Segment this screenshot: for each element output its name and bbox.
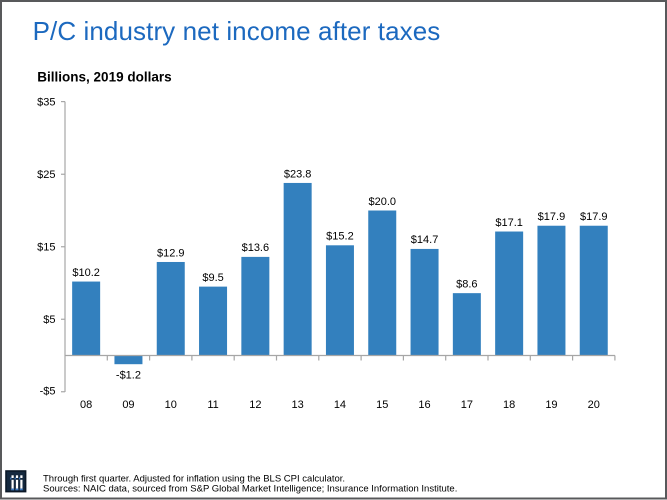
svg-text:$14.7: $14.7 [411, 234, 439, 246]
svg-text:$35: $35 [37, 97, 55, 109]
svg-text:$25: $25 [37, 169, 55, 181]
svg-text:$23.8: $23.8 [284, 168, 312, 180]
svg-text:18: 18 [503, 399, 515, 411]
svg-text:$17.1: $17.1 [495, 217, 523, 229]
svg-text:10: 10 [165, 399, 177, 411]
svg-text:$15: $15 [37, 242, 55, 254]
svg-text:$20.0: $20.0 [368, 196, 396, 208]
svg-text:12: 12 [249, 399, 261, 411]
svg-text:$17.9: $17.9 [538, 211, 566, 223]
svg-text:P/C industry net income after: P/C industry net income after taxes [33, 16, 441, 46]
svg-text:09: 09 [122, 399, 134, 411]
svg-text:$13.6: $13.6 [242, 242, 270, 254]
svg-text:Sources: NAIC data, sourced fr: Sources: NAIC data, sourced from S&P Glo… [43, 484, 457, 495]
svg-text:$9.5: $9.5 [202, 272, 223, 284]
svg-text:$17.9: $17.9 [580, 211, 608, 223]
svg-text:-$5: -$5 [40, 386, 56, 398]
svg-text:17: 17 [461, 399, 473, 411]
svg-text:-$1.2: -$1.2 [116, 370, 141, 382]
svg-text:$10.2: $10.2 [72, 267, 100, 279]
svg-text:13: 13 [292, 399, 304, 411]
svg-text:20: 20 [588, 399, 600, 411]
svg-text:$15.2: $15.2 [326, 231, 354, 243]
svg-text:19: 19 [545, 399, 557, 411]
svg-text:11: 11 [207, 399, 218, 411]
svg-text:$5: $5 [43, 314, 55, 326]
svg-text:$12.9: $12.9 [157, 247, 185, 259]
svg-text:16: 16 [418, 399, 430, 411]
svg-text:$8.6: $8.6 [456, 279, 477, 291]
svg-text:14: 14 [334, 399, 346, 411]
svg-text:Through first quarter. Adjuste: Through first quarter. Adjusted for infl… [43, 474, 345, 485]
svg-text:Billions, 2019 dollars: Billions, 2019 dollars [37, 69, 171, 84]
svg-text:08: 08 [80, 399, 92, 411]
svg-text:15: 15 [376, 399, 388, 411]
